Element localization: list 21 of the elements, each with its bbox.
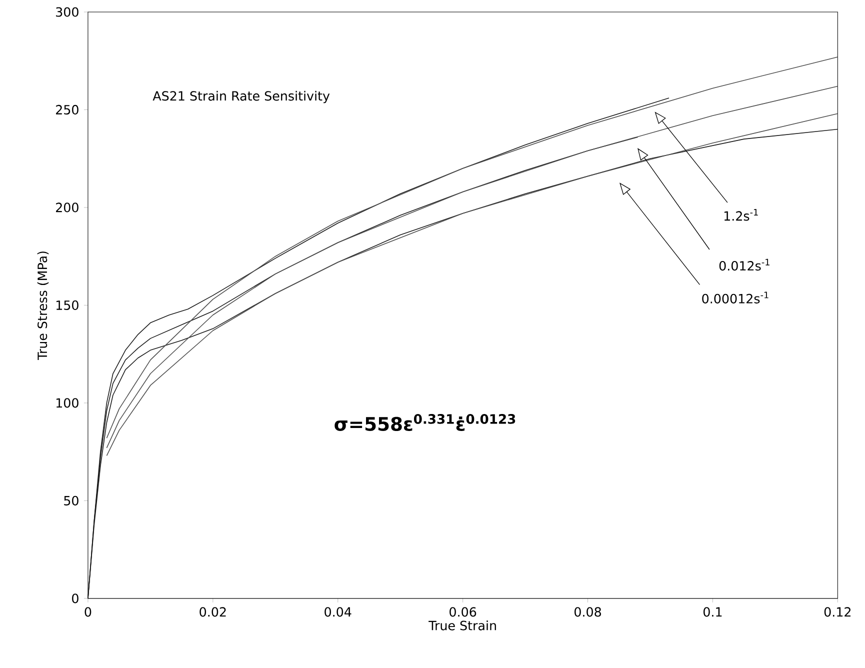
y-tick-label: 100	[56, 398, 78, 408]
y-tick-label: 300	[56, 7, 78, 17]
annotation: 1.2s$^{-1}$	[724, 209, 758, 221]
y-axis-title: True Stress (MPa)	[37, 252, 49, 360]
x-tick-label: 0	[84, 607, 92, 617]
x-tick-label: 0.12	[824, 607, 851, 617]
y-tick-label: 250	[56, 105, 78, 115]
annotation: 0.00012s$^{-1}$	[702, 292, 768, 304]
x-tick-label: 0.04	[324, 607, 352, 617]
x-tick-label: 0.02	[200, 607, 226, 617]
text: AS21 Strain Rate Sensitivity	[152, 91, 330, 104]
y-tick-label: 0	[72, 594, 78, 604]
x-tick-label: 0.08	[574, 607, 601, 617]
x-tick-label: 0.1	[703, 607, 722, 617]
x-axis-title: True Strain	[428, 620, 496, 630]
y-tick-label: 200	[56, 202, 78, 212]
y-tick-label: 150	[56, 300, 78, 310]
x-tick-label: 0.06	[450, 607, 476, 617]
annotation: σ=558ε$^{0.331}$ε̇$^{0.0123}$	[334, 414, 516, 432]
y-tick-label: 50	[64, 496, 78, 506]
annotation: 0.012s$^{-1}$	[719, 259, 770, 271]
